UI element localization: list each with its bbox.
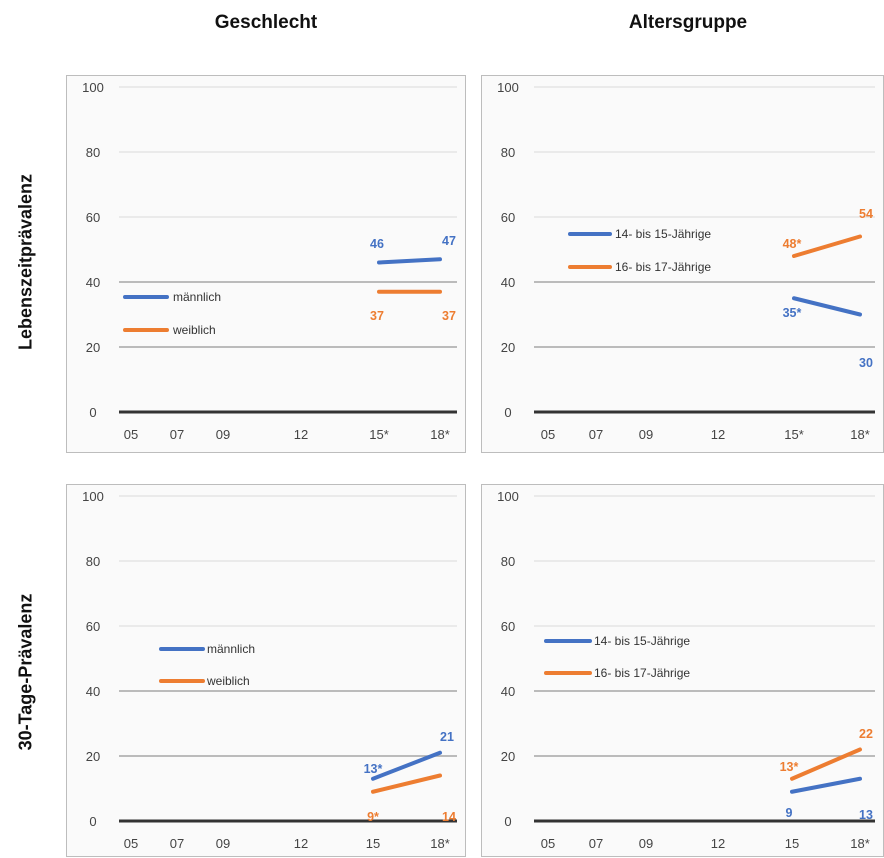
y-tick-label: 40 xyxy=(86,275,100,290)
y-tick-label: 80 xyxy=(86,554,100,569)
chart-panel-geschlecht-lebenszeit: 0 20 40 60 80 100 05 07 09 12 15* 18* 46 47 männlich 37… xyxy=(66,75,466,453)
series-line-2 xyxy=(790,747,862,781)
y-tick-label: 100 xyxy=(82,489,104,504)
x-tick-label: 12 xyxy=(294,427,308,442)
series-line-1 xyxy=(377,257,442,265)
row-header-30-tage-praevalenz: 30-Tage-Prävalenz xyxy=(15,593,36,751)
data-label: 48* xyxy=(783,237,802,251)
y-tick-label: 40 xyxy=(501,275,515,290)
x-tick-label: 12 xyxy=(711,427,725,442)
legend-label: weiblich xyxy=(206,674,250,688)
y-tick-label: 40 xyxy=(86,684,100,699)
x-tick-label: 05 xyxy=(541,427,555,442)
x-tick-label: 05 xyxy=(541,836,555,851)
data-label: 9 xyxy=(786,806,793,820)
x-tick-label: 15* xyxy=(369,427,389,442)
legend-label: männlich xyxy=(173,290,221,304)
chart-svg: 0 20 40 60 80 100 05 07 09 12 15* 18* 35* 30 14- bis 1… xyxy=(497,80,875,442)
legend-label: männlich xyxy=(207,642,255,656)
chart-svg: 0 20 40 60 80 100 05 07 09 12 15 18* 13* 21 männlich 9*… xyxy=(82,489,457,851)
y-tick-label: 20 xyxy=(501,749,515,764)
y-tick-label: 20 xyxy=(86,749,100,764)
data-label: 21 xyxy=(440,730,454,744)
x-tick-label: 09 xyxy=(216,427,230,442)
chart-svg: 0 20 40 60 80 100 05 07 09 12 15 18* 9 13 14- bis 15-J… xyxy=(497,489,875,851)
column-header-geschlecht: Geschlecht xyxy=(214,12,318,33)
y-tick-label: 60 xyxy=(86,210,100,225)
data-label: 47 xyxy=(442,234,456,248)
data-label: 22 xyxy=(859,727,873,741)
series-line-2 xyxy=(792,234,862,258)
x-tick-label: 05 xyxy=(124,836,138,851)
x-tick-label: 15* xyxy=(784,427,804,442)
y-tick-label: 0 xyxy=(89,405,96,420)
x-tick-label: 18* xyxy=(850,427,870,442)
y-tick-label: 100 xyxy=(497,80,519,95)
data-label: 37 xyxy=(370,309,384,323)
y-tick-label: 80 xyxy=(501,145,515,160)
x-tick-label: 07 xyxy=(589,836,603,851)
y-tick-label: 0 xyxy=(504,405,511,420)
x-tick-label: 12 xyxy=(294,836,308,851)
x-tick-label: 15 xyxy=(785,836,799,851)
x-tick-label: 09 xyxy=(639,836,653,851)
y-tick-label: 100 xyxy=(82,80,104,95)
series-line-2 xyxy=(371,773,442,794)
legend-label: 14- bis 15-Jährige xyxy=(615,227,711,241)
data-label: 13 xyxy=(859,808,873,822)
chart-panel-altersgruppe-lebenszeit: 0 20 40 60 80 100 05 07 09 12 15* 18* 35* 30 14- bis 1… xyxy=(481,75,884,453)
x-tick-label: 15 xyxy=(366,836,380,851)
x-tick-label: 18* xyxy=(850,836,870,851)
legend-label: 16- bis 17-Jährige xyxy=(615,260,711,274)
y-tick-label: 80 xyxy=(86,145,100,160)
column-header-altersgruppe: Altersgruppe xyxy=(628,12,748,33)
y-tick-label: 60 xyxy=(501,619,515,634)
x-tick-label: 09 xyxy=(216,836,230,851)
legend-label: 16- bis 17-Jährige xyxy=(594,666,690,680)
chart-panel-altersgruppe-30-tage: 0 20 40 60 80 100 05 07 09 12 15 18* 9 13 14- bis 15-J… xyxy=(481,484,884,857)
y-tick-label: 0 xyxy=(504,814,511,829)
x-tick-label: 12 xyxy=(711,836,725,851)
y-tick-label: 0 xyxy=(89,814,96,829)
y-tick-label: 60 xyxy=(86,619,100,634)
data-label: 37 xyxy=(442,309,456,323)
chart-svg: 0 20 40 60 80 100 05 07 09 12 15* 18* 46 47 männlich 37… xyxy=(82,80,457,442)
series-line-1 xyxy=(371,750,442,781)
x-tick-label: 05 xyxy=(124,427,138,442)
x-tick-label: 07 xyxy=(589,427,603,442)
series-line-1 xyxy=(790,776,862,794)
row-header-lebenszeitpraevalenz: Lebenszeitprävalenz xyxy=(15,173,36,351)
data-label: 46 xyxy=(370,237,384,251)
y-tick-label: 60 xyxy=(501,210,515,225)
chart-panel-geschlecht-30-tage: 0 20 40 60 80 100 05 07 09 12 15 18* 13* 21 männlich 9*… xyxy=(66,484,466,857)
data-label: 9* xyxy=(367,810,379,824)
data-label: 35* xyxy=(783,306,802,320)
x-tick-label: 07 xyxy=(170,427,184,442)
x-tick-label: 07 xyxy=(170,836,184,851)
y-tick-label: 80 xyxy=(501,554,515,569)
y-tick-label: 20 xyxy=(86,340,100,355)
y-tick-label: 100 xyxy=(497,489,519,504)
data-label: 54 xyxy=(859,207,873,221)
x-tick-label: 18* xyxy=(430,427,450,442)
data-label: 13* xyxy=(364,762,383,776)
data-label: 14 xyxy=(442,810,456,824)
y-tick-label: 40 xyxy=(501,684,515,699)
legend-label: 14- bis 15-Jährige xyxy=(594,634,690,648)
legend-label: weiblich xyxy=(172,323,216,337)
data-label: 30 xyxy=(859,356,873,370)
x-tick-label: 09 xyxy=(639,427,653,442)
series-line-1 xyxy=(792,296,862,317)
y-tick-label: 20 xyxy=(501,340,515,355)
x-tick-label: 18* xyxy=(430,836,450,851)
data-label: 13* xyxy=(780,760,799,774)
